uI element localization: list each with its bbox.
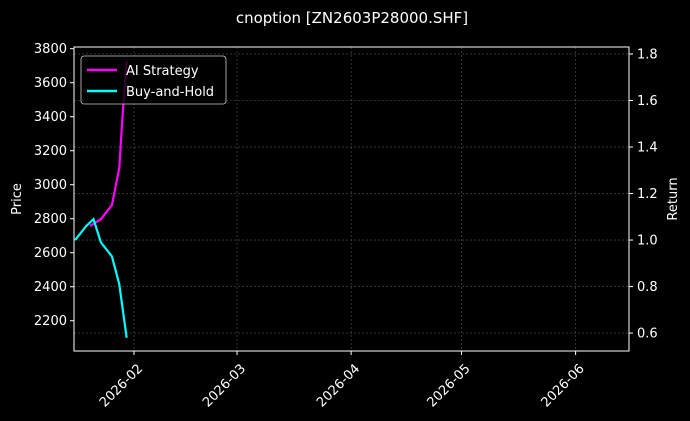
x-tick-label: 2026-03 [200,361,249,410]
y2-tick-label: 1.0 [637,234,658,249]
chart-title: cnoption [ZN2603P28000.SHF] [236,9,468,27]
y2-tick-label: 0.8 [637,280,658,295]
y-tick-label: 3400 [34,110,67,125]
legend-label-ai-strategy: AI Strategy [126,64,199,79]
y2-tick-label: 1.2 [637,187,658,202]
legend: AI Strategy Buy-and-Hold [80,55,227,105]
x-tick-label: 2026-02 [97,361,146,410]
series-line-buy-and-hold [74,217,128,338]
y-tick-label: 2400 [34,280,67,295]
legend-label-buy-and-hold: Buy-and-Hold [126,85,214,100]
x-ticks: 2026-02 2026-03 2026-04 2026-05 2026-06 [97,351,588,410]
x-tick-label: 2026-05 [425,361,474,410]
x-tick-label: 2026-06 [539,361,588,410]
y2-tick-label: 1.4 [637,141,658,156]
y2-tick-label: 0.6 [637,327,658,342]
y-ticks: 2200 2400 2600 2800 3000 3200 3400 3600 3800 [34,42,74,329]
y2-axis-label: Return [666,177,681,220]
x-tick-label: 2026-04 [314,361,363,410]
y-tick-label: 3200 [34,144,67,159]
y-tick-label: 2800 [34,212,67,227]
y-tick-label: 3600 [34,76,67,91]
y-axis-label: Price [10,183,25,215]
y-tick-label: 2200 [34,314,67,329]
y-tick-label: 3000 [34,178,67,193]
y2-tick-label: 1.6 [637,94,658,109]
y2-tick-label: 1.8 [637,47,658,62]
y-tick-label: 3800 [34,42,67,57]
y2-ticks: 0.6 0.8 1.0 1.2 1.4 1.6 1.8 [629,47,658,342]
y-tick-label: 2600 [34,246,67,261]
grid [74,47,629,351]
